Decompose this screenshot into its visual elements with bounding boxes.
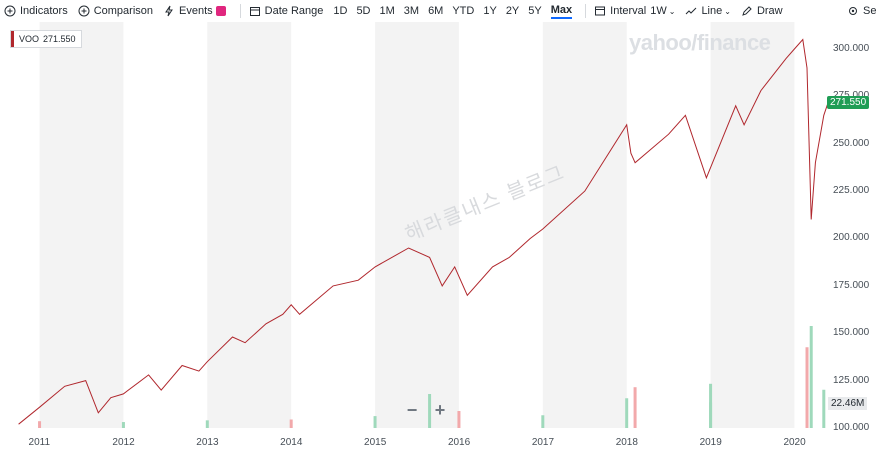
year-band-2013 <box>207 22 292 428</box>
lightning-icon <box>165 5 173 17</box>
x-tick-label: 2017 <box>531 437 555 448</box>
volume-bar <box>805 347 809 428</box>
date-range-label: Date Range <box>264 5 324 17</box>
range-5d[interactable]: 5D <box>356 5 371 17</box>
y-tick-label: 250.000 <box>833 137 870 149</box>
range-5y[interactable]: 5Y <box>528 5 542 17</box>
range-2y[interactable]: 2Y <box>505 5 520 17</box>
gear-icon <box>849 7 857 15</box>
series-legend[interactable]: VOO 271.550 <box>10 30 82 48</box>
current-price-tag: 271.550 <box>827 96 870 109</box>
plus-circle-icon <box>4 5 16 17</box>
volume-bar <box>457 411 461 428</box>
interval-label: Interval <box>610 5 647 17</box>
x-tick-label: 2013 <box>196 437 219 448</box>
x-tick-label: 2019 <box>699 437 722 448</box>
draw-button[interactable]: Draw <box>741 5 783 17</box>
volume-bar <box>428 394 432 428</box>
x-tick-label: 2015 <box>364 437 387 448</box>
range-3m[interactable]: 3M <box>403 5 420 17</box>
comparison-label: Comparison <box>93 5 154 17</box>
date-range-button[interactable]: Date Range <box>249 5 324 17</box>
x-tick-label: 2020 <box>783 437 806 448</box>
line-dropdown[interactable]: Line ⌄ <box>685 5 731 17</box>
y-tick-label: 100.000 <box>833 422 870 433</box>
volume-bar <box>373 416 377 428</box>
y-tick-label: 150.000 <box>833 327 870 339</box>
events-badge-icon <box>215 6 226 16</box>
zoom-out-button[interactable]: − <box>406 399 418 420</box>
toolbar-divider <box>585 4 587 18</box>
interval-dropdown[interactable]: Interval 1W ⌄ <box>594 5 675 17</box>
zoom-controls: − + <box>398 400 454 420</box>
indicators-button[interactable]: Indicators <box>4 5 68 17</box>
legend-value: 271.550 <box>43 34 76 44</box>
calendar-icon <box>249 7 260 16</box>
y-tick-label: 175.000 <box>833 279 870 291</box>
settings-label: Se <box>863 5 877 17</box>
chart-toolbar: Indicators Comparison Events Date Range … <box>0 0 883 22</box>
range-ytd[interactable]: YTD <box>452 5 475 17</box>
year-band-2011 <box>39 22 124 428</box>
y-tick-label: 225.000 <box>833 185 870 197</box>
indicators-label: Indicators <box>20 5 68 17</box>
plus-circle-icon <box>78 5 90 17</box>
volume-bar <box>633 387 637 428</box>
volume-bar <box>541 415 545 428</box>
series-color-swatch <box>11 31 14 47</box>
draw-label: Draw <box>756 5 783 17</box>
legend-symbol: VOO <box>19 34 40 44</box>
volume-bar <box>709 383 713 428</box>
x-tick-label: 2018 <box>615 437 638 448</box>
chevron-down-icon: ⌄ <box>724 6 731 16</box>
y-tick-label: 300.000 <box>833 42 870 54</box>
line-label: Line <box>701 5 723 17</box>
volume-bar <box>205 420 209 428</box>
yahoo-finance-watermark: yahoo/finance <box>629 30 771 55</box>
range-max[interactable]: Max <box>550 4 573 19</box>
line-chart-icon <box>686 7 697 15</box>
volume-bar <box>822 389 826 428</box>
current-volume-tag: 22.46M <box>828 397 868 410</box>
volume-bar <box>289 419 293 428</box>
events-label: Events <box>179 5 213 17</box>
volume-bar <box>121 422 125 428</box>
y-tick-label: 125.000 <box>833 374 870 386</box>
voo-price-line <box>18 38 829 425</box>
range-1y[interactable]: 1Y <box>483 5 497 17</box>
x-tick-label: 2016 <box>447 437 471 448</box>
range-1d[interactable]: 1D <box>333 5 348 17</box>
y-tick-label: 275.000 <box>833 90 869 101</box>
volume-bar <box>38 421 42 428</box>
candlestick-icon <box>595 6 606 16</box>
events-button[interactable]: Events <box>163 5 226 17</box>
year-band-2019 <box>710 22 795 428</box>
comparison-button[interactable]: Comparison <box>78 5 153 17</box>
settings-button[interactable]: Se <box>847 5 876 17</box>
interval-value: 1W <box>650 5 667 17</box>
x-tick-label: 2011 <box>28 437 51 448</box>
chevron-down-icon: ⌄ <box>668 6 676 16</box>
x-tick-label: 2012 <box>112 437 135 448</box>
pencil-icon <box>742 6 752 16</box>
year-band-2015 <box>375 22 459 428</box>
y-tick-label: 200.000 <box>833 232 870 244</box>
volume-bar <box>809 326 813 428</box>
range-6m[interactable]: 6M <box>428 5 444 17</box>
year-band-2017 <box>542 22 627 428</box>
toolbar-divider <box>239 4 241 18</box>
x-tick-label: 2014 <box>280 437 303 448</box>
volume-bar <box>625 398 629 428</box>
range-1m[interactable]: 1M <box>379 5 395 17</box>
zoom-in-button[interactable]: + <box>434 399 446 420</box>
